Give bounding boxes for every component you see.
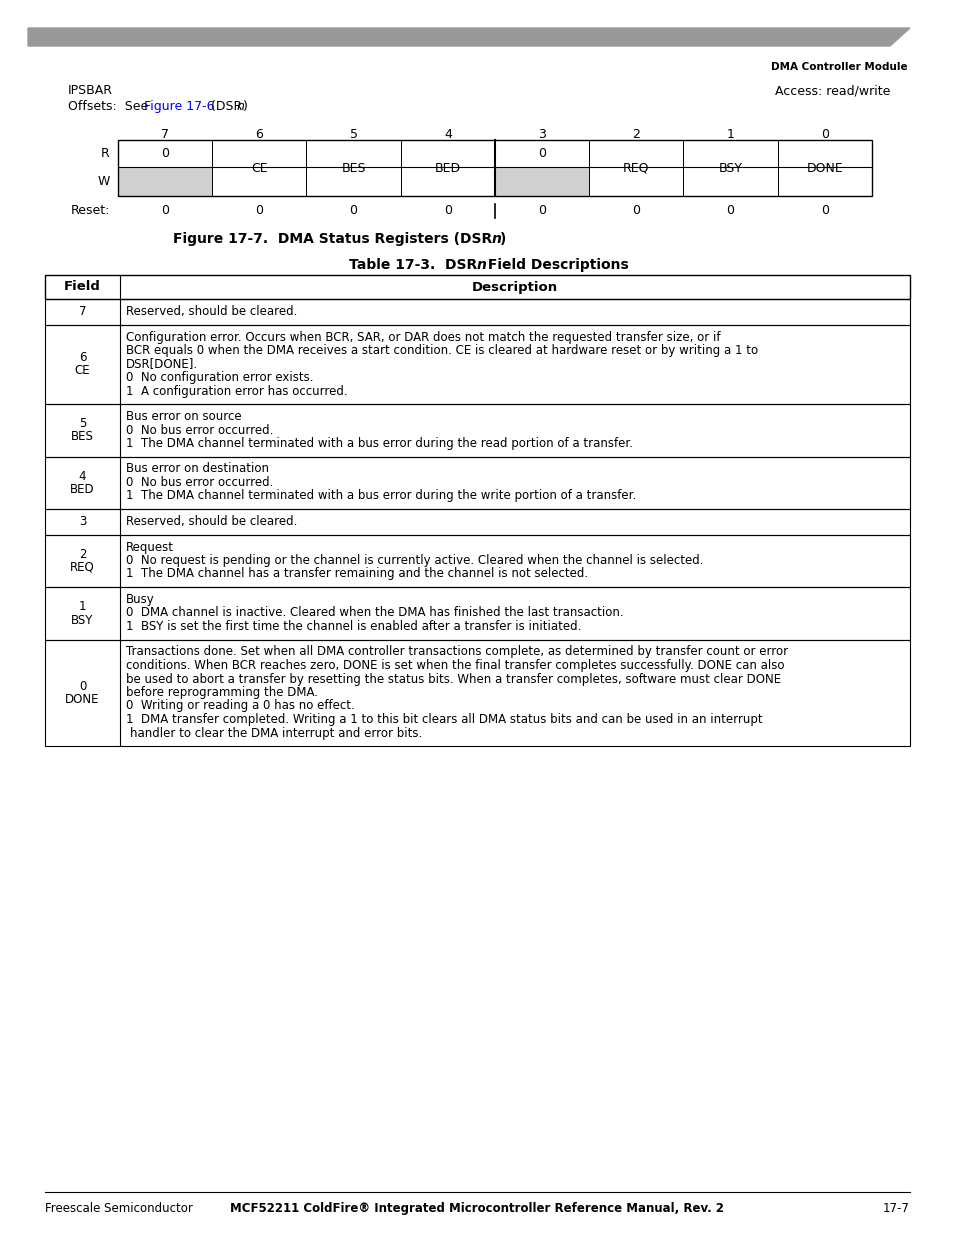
Text: DONE: DONE (65, 693, 100, 706)
Text: 1  The DMA channel terminated with a bus error during the read portion of a tran: 1 The DMA channel terminated with a bus … (126, 437, 633, 450)
Bar (45, 535, 909, 587)
Text: Table 17-3.  DSR: Table 17-3. DSR (349, 258, 476, 272)
Text: REQ: REQ (71, 561, 94, 574)
Text: 0: 0 (537, 147, 545, 161)
Text: ): ) (499, 232, 506, 246)
Text: 0  No bus error occurred.: 0 No bus error occurred. (126, 424, 274, 436)
Text: 5: 5 (349, 128, 357, 141)
Text: 1  BSY is set the first time the channel is enabled after a transfer is initiate: 1 BSY is set the first time the channel … (126, 620, 580, 634)
Text: BSY: BSY (71, 614, 93, 626)
Text: Request: Request (126, 541, 173, 553)
Text: 0  DMA channel is inactive. Cleared when the DMA has finished the last transacti: 0 DMA channel is inactive. Cleared when … (126, 606, 623, 620)
Text: Freescale Semiconductor: Freescale Semiconductor (45, 1202, 193, 1215)
Text: (DSR: (DSR (207, 100, 242, 112)
Text: 6: 6 (255, 128, 263, 141)
Text: 0: 0 (726, 205, 734, 217)
Bar (118, 167, 212, 196)
Text: 2: 2 (632, 128, 639, 141)
Text: 17-7: 17-7 (882, 1202, 909, 1215)
Text: Transactions done. Set when all DMA controller transactions complete, as determi: Transactions done. Set when all DMA cont… (126, 646, 787, 658)
Text: 0: 0 (632, 205, 639, 217)
Text: 0  No bus error occurred.: 0 No bus error occurred. (126, 475, 274, 489)
Bar (45, 275, 909, 299)
Text: CE: CE (74, 364, 91, 378)
Text: BSY: BSY (718, 162, 741, 174)
Text: 6: 6 (79, 351, 86, 364)
Text: 0: 0 (537, 205, 545, 217)
Text: 0: 0 (820, 205, 828, 217)
Text: Configuration error. Occurs when BCR, SAR, or DAR does not match the requested t: Configuration error. Occurs when BCR, SA… (126, 331, 720, 343)
Text: R: R (101, 147, 110, 161)
Text: 1  A configuration error has occurred.: 1 A configuration error has occurred. (126, 384, 347, 398)
Text: DSR[DONE].: DSR[DONE]. (126, 357, 198, 370)
Text: 0: 0 (161, 147, 169, 161)
Text: 0  No configuration error exists.: 0 No configuration error exists. (126, 370, 314, 384)
Text: ): ) (243, 100, 248, 112)
Text: Busy: Busy (126, 593, 154, 606)
Text: REQ: REQ (622, 162, 649, 174)
Text: Figure 17-7.  DMA Status Registers (DSR: Figure 17-7. DMA Status Registers (DSR (172, 232, 492, 246)
Text: 3: 3 (79, 515, 86, 529)
Text: IPSBAR: IPSBAR (68, 84, 112, 98)
Text: n: n (236, 100, 245, 112)
Text: 0: 0 (443, 205, 452, 217)
Text: Bus error on destination: Bus error on destination (126, 462, 269, 475)
Text: handler to clear the DMA interrupt and error bits.: handler to clear the DMA interrupt and e… (130, 726, 422, 740)
Text: 1  The DMA channel terminated with a bus error during the write portion of a tra: 1 The DMA channel terminated with a bus … (126, 489, 636, 503)
Bar (45, 587, 909, 640)
Text: 0: 0 (79, 679, 86, 693)
Bar (495, 167, 589, 196)
Text: 1  DMA transfer completed. Writing a 1 to this bit clears all DMA status bits an: 1 DMA transfer completed. Writing a 1 to… (126, 713, 761, 726)
Text: 1  The DMA channel has a transfer remaining and the channel is not selected.: 1 The DMA channel has a transfer remaini… (126, 568, 587, 580)
Text: BES: BES (71, 431, 93, 443)
Text: BCR equals 0 when the DMA receives a start condition. CE is cleared at hardware : BCR equals 0 when the DMA receives a sta… (126, 345, 758, 357)
Text: BED: BED (435, 162, 460, 174)
Text: be used to abort a transfer by resetting the status bits. When a transfer comple: be used to abort a transfer by resetting… (126, 673, 781, 685)
Text: Reset:: Reset: (71, 205, 110, 217)
Text: 5: 5 (79, 417, 86, 430)
Text: 0: 0 (349, 205, 357, 217)
Text: 0  Writing or reading a 0 has no effect.: 0 Writing or reading a 0 has no effect. (126, 699, 355, 713)
Text: MCF52211 ColdFire® Integrated Microcontroller Reference Manual, Rev. 2: MCF52211 ColdFire® Integrated Microcontr… (230, 1202, 723, 1215)
Text: Description: Description (472, 280, 558, 294)
Text: 0  No request is pending or the channel is currently active. Cleared when the ch: 0 No request is pending or the channel i… (126, 555, 702, 567)
Text: Reserved, should be cleared.: Reserved, should be cleared. (126, 515, 297, 529)
Bar (45, 325, 909, 404)
Text: 4: 4 (443, 128, 452, 141)
Text: Access: read/write: Access: read/write (774, 84, 889, 98)
Text: W: W (97, 175, 110, 188)
Text: Figure 17-6: Figure 17-6 (144, 100, 214, 112)
Text: 0: 0 (161, 205, 169, 217)
Text: 1: 1 (79, 600, 86, 613)
Bar (45, 299, 909, 325)
Text: n: n (492, 232, 501, 246)
Bar (45, 457, 909, 509)
Text: 4: 4 (79, 469, 86, 483)
Text: 7: 7 (79, 305, 86, 319)
Text: Field Descriptions: Field Descriptions (482, 258, 628, 272)
Bar (45, 404, 909, 457)
Text: 2: 2 (79, 547, 86, 561)
Text: 0: 0 (820, 128, 828, 141)
Text: before reprogramming the DMA.: before reprogramming the DMA. (126, 685, 317, 699)
Text: Reserved, should be cleared.: Reserved, should be cleared. (126, 305, 297, 317)
Text: Bus error on source: Bus error on source (126, 410, 241, 424)
Text: DONE: DONE (805, 162, 842, 174)
Bar (118, 140, 871, 196)
Text: Field: Field (64, 280, 101, 294)
Text: 1: 1 (726, 128, 734, 141)
Text: 7: 7 (161, 128, 169, 141)
Text: BED: BED (71, 483, 94, 496)
Text: n: n (476, 258, 486, 272)
Text: DMA Controller Module: DMA Controller Module (771, 62, 907, 72)
Text: CE: CE (251, 162, 268, 174)
Polygon shape (28, 28, 909, 46)
Text: Offsets:  See: Offsets: See (68, 100, 152, 112)
Bar (45, 509, 909, 535)
Bar (45, 640, 909, 746)
Text: 3: 3 (537, 128, 545, 141)
Text: conditions. When BCR reaches zero, DONE is set when the final transfer completes: conditions. When BCR reaches zero, DONE … (126, 659, 783, 672)
Text: BES: BES (341, 162, 366, 174)
Text: 0: 0 (255, 205, 263, 217)
